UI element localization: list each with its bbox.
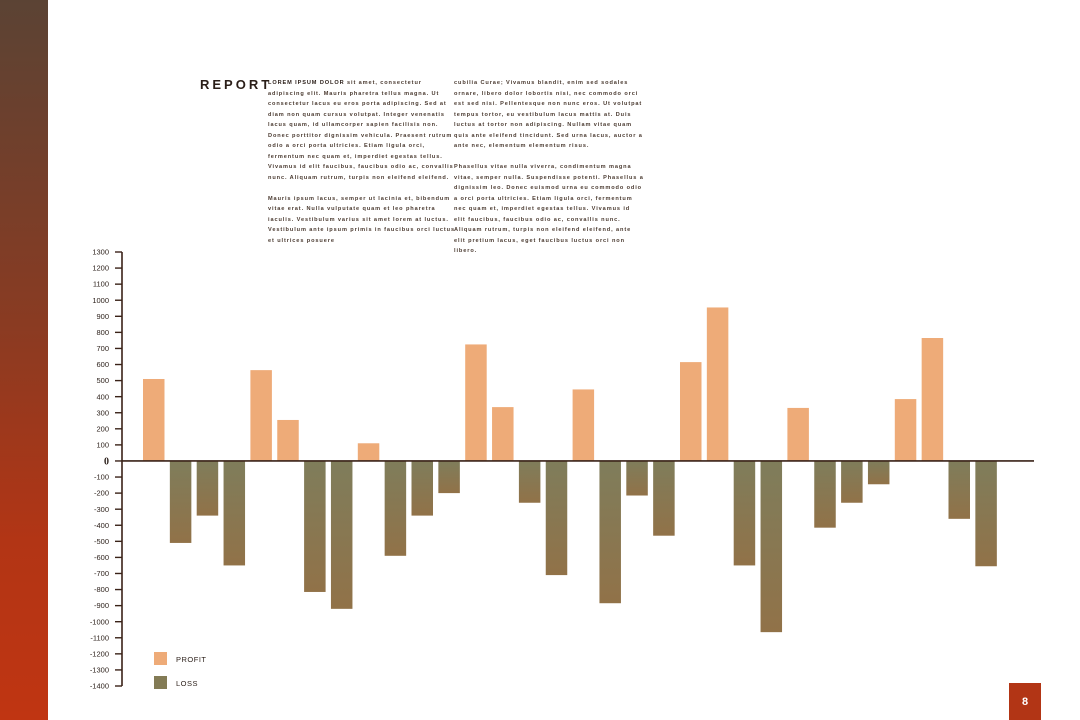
y-tick-label: 300 — [96, 408, 109, 417]
loss-bar — [196, 460, 219, 516]
text-column-2: cubilia Curae; Vivamus blandit, enim sed… — [454, 78, 644, 267]
loss-bar — [948, 460, 970, 519]
y-tick-label: 0 — [104, 456, 109, 467]
column-2-paragraph-2: Phasellus vitae nulla viverra, condiment… — [454, 164, 644, 254]
profit-bar — [465, 344, 487, 461]
legend-label-profit: PROFIT — [176, 655, 207, 664]
y-tick-label: 900 — [96, 312, 109, 321]
legend-label-loss: LOSS — [176, 679, 198, 688]
bars — [143, 307, 997, 633]
profit-bar — [277, 419, 299, 461]
y-tick-label: 1000 — [92, 296, 109, 305]
loss-bar — [330, 460, 353, 609]
y-tick-label: -1000 — [90, 617, 109, 626]
loss-bar — [384, 460, 407, 556]
y-tick-label: 500 — [96, 376, 109, 385]
loss-bar — [169, 460, 192, 543]
loss-bar — [733, 460, 756, 566]
loss-bar — [223, 460, 246, 566]
y-tick-label: -200 — [94, 489, 109, 498]
profit-bar — [680, 362, 702, 461]
y-tick-label: -1100 — [90, 633, 109, 642]
profit-bar — [894, 399, 917, 461]
y-tick-label: 1100 — [93, 280, 109, 289]
y-tick-label: 700 — [96, 344, 109, 353]
y-tick-label: -1300 — [90, 666, 109, 675]
loss-bar — [626, 460, 648, 496]
y-tick-label: 1300 — [92, 248, 109, 257]
y-tick-label: -600 — [94, 553, 109, 562]
legend-swatch-loss — [154, 676, 167, 689]
loss-bar — [814, 460, 836, 528]
lead-text: LOREM IPSUM DOLOR — [268, 80, 345, 86]
loss-bar — [867, 460, 890, 485]
loss-bar — [518, 460, 541, 503]
profit-bar — [143, 378, 165, 461]
profit-bar — [921, 338, 944, 461]
y-tick-label: 1200 — [92, 264, 109, 273]
loss-bar — [599, 460, 621, 604]
column-1-paragraph-2: Mauris ipsum lacus, semper ut lacinia et… — [268, 195, 455, 244]
loss-bar — [545, 460, 568, 576]
loss-bar — [975, 460, 997, 567]
y-tick-label: 800 — [96, 328, 109, 337]
column-1-paragraph-1: LOREM IPSUM DOLOR sit amet, consectetur … — [268, 78, 458, 183]
profit-bar — [250, 370, 272, 461]
page-number: 8 — [1009, 683, 1041, 720]
y-tick-label: -400 — [94, 521, 109, 530]
profit-bar — [357, 443, 380, 461]
profit-bar — [706, 307, 729, 461]
profit-bar — [787, 407, 809, 461]
y-tick-label: -900 — [94, 601, 109, 610]
y-tick-label: -100 — [94, 473, 109, 482]
legend-swatch-profit — [154, 652, 167, 665]
loss-bar — [653, 460, 675, 536]
y-tick-label: 600 — [96, 360, 109, 369]
profit-bar — [572, 389, 595, 461]
legend: PROFIT LOSS — [154, 652, 207, 689]
column-1-paragraph-1-body: sit amet, consectetur adipiscing elit. M… — [268, 80, 454, 181]
profit-bar — [492, 407, 514, 461]
loss-bar — [438, 460, 460, 494]
y-tick-label: 100 — [96, 440, 109, 449]
loss-bar — [411, 460, 433, 516]
loss-bar — [841, 460, 863, 503]
y-tick-label: -700 — [94, 569, 109, 578]
y-tick-label: -300 — [94, 505, 109, 514]
y-tick-label: -800 — [94, 585, 109, 594]
y-tick-label: -1200 — [90, 649, 109, 658]
y-tick-label: -500 — [94, 537, 109, 546]
loss-bar — [304, 460, 326, 592]
page-number-label: 8 — [1021, 695, 1029, 708]
side-color-band — [0, 0, 48, 720]
column-2-paragraph-1: cubilia Curae; Vivamus blandit, enim sed… — [454, 80, 643, 149]
y-tick-label: 400 — [96, 392, 109, 401]
y-tick-label: -1400 — [90, 682, 109, 691]
report-title: REPORT — [200, 77, 273, 92]
y-axis: 1300120011001000900800700600500400300200… — [90, 248, 123, 691]
loss-bar — [760, 460, 783, 633]
y-tick-label: 200 — [96, 424, 109, 433]
text-column-1: LOREM IPSUM DOLOR sit amet, consectetur … — [268, 78, 458, 257]
